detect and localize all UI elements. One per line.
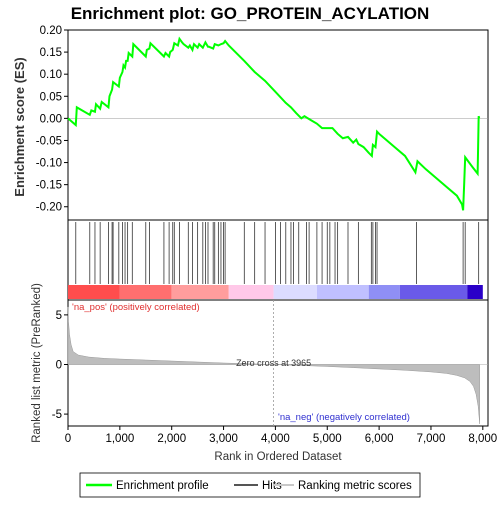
- x-tick-label: 1,000: [105, 433, 134, 445]
- es-y-tick-label: 0.20: [40, 25, 62, 37]
- color-bar-segment: [228, 285, 274, 299]
- metric-y-tick-label: -5: [52, 409, 62, 421]
- es-y-tick-label: 0.10: [40, 69, 62, 81]
- chart-title: Enrichment plot: GO_PROTEIN_ACYLATION: [71, 4, 430, 23]
- zero-cross-label: Zero cross at 3965: [236, 358, 311, 368]
- x-tick-label: 2,000: [157, 433, 186, 445]
- x-tick-label: 4,000: [261, 433, 290, 445]
- color-bar-segment: [467, 285, 483, 299]
- x-tick-label: 5,000: [313, 433, 342, 445]
- metric-y-tick-label: 5: [56, 310, 62, 322]
- x-tick-label: 0: [65, 433, 71, 445]
- color-bar-segment: [399, 285, 468, 299]
- hit-markers: [75, 222, 480, 284]
- metric-y-tick-label: 0: [56, 359, 62, 371]
- color-bar-segment: [368, 285, 400, 299]
- es-y-axis: 0.20 0.15 0.10 0.05 0.00 -0.05 -0.10 -0.15 -0.20: [36, 25, 68, 214]
- metric-y-axis-label: Ranked list metric (PreRanked): [31, 283, 43, 443]
- x-tick-label: 3,000: [209, 433, 238, 445]
- ranking-color-bar: [68, 285, 483, 299]
- color-bar-segment: [316, 285, 369, 299]
- es-y-tick-label: 0.15: [40, 47, 62, 59]
- es-y-tick-label: 0.05: [40, 91, 62, 103]
- es-panel-frame: [67, 29, 489, 221]
- ranking-metric-area: [67, 306, 480, 425]
- color-bar-segment: [119, 285, 172, 299]
- rank-x-axis: 0 1,000 2,000 3,000 4,000 5,000 6,000 7,000 8,00…: [65, 426, 497, 445]
- x-tick-label: 8,000: [468, 433, 497, 445]
- legend-enrichment-label: Enrichment profile: [116, 480, 209, 492]
- es-y-tick-label: -0.05: [36, 135, 62, 147]
- enrichment-profile-line: [67, 36, 481, 211]
- positive-correlation-label: 'na_pos' (positively correlated): [72, 302, 200, 313]
- es-y-tick-label: -0.10: [36, 158, 62, 170]
- legend-metric-label: Ranking metric scores: [298, 480, 412, 492]
- metric-y-axis: 5 0 -5: [52, 310, 68, 421]
- es-y-tick-label: 0.00: [40, 113, 62, 125]
- es-y-tick-label: -0.15: [36, 180, 62, 192]
- x-tick-label: 7,000: [417, 433, 446, 445]
- color-bar-segment: [68, 285, 120, 299]
- es-y-axis-label: Enrichment score (ES): [12, 57, 27, 196]
- x-axis-label: Rank in Ordered Dataset: [214, 451, 342, 463]
- es-y-tick-label: -0.20: [36, 202, 62, 214]
- negative-correlation-label: 'na_neg' (negatively correlated): [278, 412, 410, 423]
- color-bar-segment: [273, 285, 317, 299]
- x-tick-label: 6,000: [365, 433, 394, 445]
- legend-hits-label: Hits: [262, 480, 282, 492]
- color-bar-segment: [171, 285, 229, 299]
